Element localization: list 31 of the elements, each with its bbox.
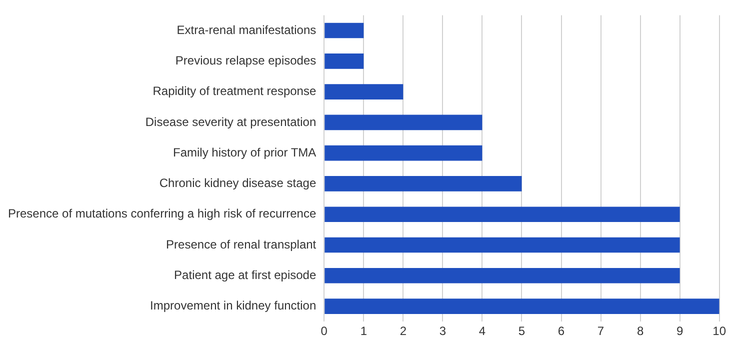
y-tick-label: Improvement in kidney function	[150, 298, 316, 313]
y-tick-label: Presence of renal transplant	[166, 237, 317, 252]
bar	[324, 84, 404, 100]
bar	[324, 145, 482, 161]
y-tick-label: Extra-renal manifestations	[176, 22, 316, 37]
y-tick-label: Rapidity of treatment response	[152, 84, 316, 98]
y-tick-label: Previous relapse episodes	[175, 53, 316, 68]
bar	[324, 22, 364, 38]
x-tick-label: 1	[360, 324, 368, 338]
y-tick-label: Family history of prior TMA	[173, 145, 316, 160]
x-tick-label: 0	[320, 324, 328, 338]
x-tick-label: 6	[558, 324, 565, 338]
y-tick-label: Chronic kidney disease stage	[159, 176, 316, 190]
x-tick-label: 2	[400, 324, 407, 338]
x-tick-label: 3	[439, 324, 446, 338]
bar	[324, 237, 680, 253]
x-tick-label: 7	[597, 324, 604, 338]
x-tick-label: 8	[636, 324, 644, 338]
x-tick-label: 9	[676, 324, 684, 338]
y-tick-label: Patient age at first episode	[174, 268, 316, 282]
x-tick-label: 5	[518, 324, 526, 338]
bar	[324, 298, 720, 314]
x-tick-label: 10	[712, 324, 726, 338]
bar	[324, 54, 364, 69]
bar	[324, 176, 522, 192]
bar	[324, 206, 680, 222]
x-tick-label: 4	[478, 324, 486, 338]
bar	[324, 268, 680, 284]
y-tick-label: Disease severity at presentation	[145, 114, 316, 129]
y-tick-label: Presence of mutations conferring a high risk of recurrence	[8, 206, 316, 221]
bar	[324, 114, 482, 130]
